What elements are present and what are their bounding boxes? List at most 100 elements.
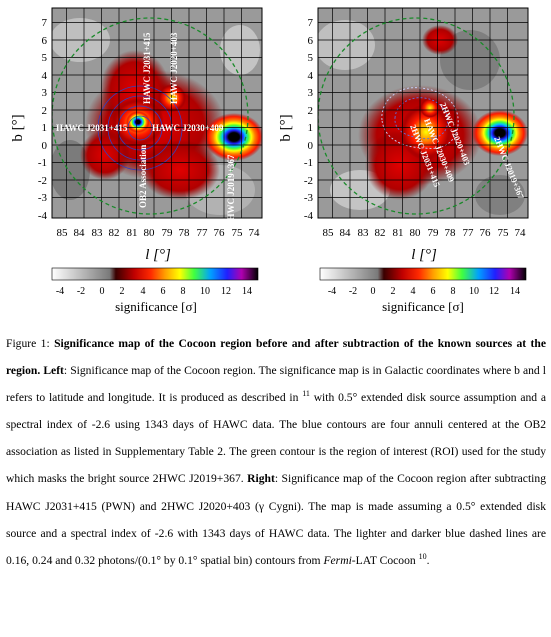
y-tick-label: 0 — [42, 140, 48, 152]
left-source-label: HAWC J2031+415 — [56, 123, 128, 133]
right-map: 2HWC J2020+403 HAWC J2030+409 2HWC J2031… — [278, 7, 529, 314]
x-tick-label: 78 — [179, 227, 191, 239]
left-blue-annulus — [117, 105, 163, 151]
caption-right-text: -LAT Cocoon — [351, 553, 416, 567]
x-tick-label: 79 — [428, 227, 440, 239]
x-tick-label: 84 — [340, 227, 352, 239]
x-tick-label: 85 — [57, 227, 69, 239]
colorbar-tick-label: 12 — [221, 286, 231, 297]
left-grid — [52, 8, 262, 218]
left-map-frame — [51, 7, 263, 219]
colorbar-tick-label: 8 — [181, 286, 186, 297]
caption-right-text: : Significance map of the Cocoon region … — [6, 472, 546, 567]
colorbar-tick-label: -4 — [328, 286, 336, 297]
y-tick-label: 6 — [42, 35, 48, 47]
y-tick-label: -4 — [38, 210, 48, 222]
caption-title: Significance map of the Cocoon region be… — [6, 337, 547, 378]
left-roi-contour — [52, 17, 249, 215]
x-tick-label: 74 — [249, 227, 261, 239]
y-tick-label: 5 — [308, 52, 314, 64]
y-tick-label: 1 — [308, 122, 314, 134]
left-emission-region — [140, 140, 220, 200]
y-tick-label: -2 — [38, 175, 47, 187]
x-tick-label: 77 — [463, 227, 475, 239]
right-fermi-contour — [394, 97, 448, 140]
y-tick-label: 4 — [42, 70, 48, 82]
left-colorbar-label: significance [σ] — [115, 299, 197, 314]
right-x-axis-label: l [°] — [411, 247, 437, 263]
colorbar-tick-label: 0 — [100, 286, 105, 297]
caption-left-text: : Significance map of the Cocoon region.… — [6, 364, 547, 405]
x-tick-label: 82 — [375, 227, 386, 239]
left-bright-source — [204, 113, 262, 161]
x-tick-label: 76 — [214, 227, 226, 239]
y-tick-label: 6 — [308, 35, 314, 47]
fermi-italic: Fermi — [323, 553, 352, 567]
x-tick-label: 83 — [92, 227, 104, 239]
y-tick-label: 0 — [308, 140, 314, 152]
x-tick-label: 81 — [393, 227, 404, 239]
left-colorbar — [51, 267, 259, 281]
colorbar-tick-label: 6 — [431, 286, 436, 297]
colorbar-tick-label: 4 — [141, 286, 146, 297]
right-fermi-contour — [381, 87, 459, 149]
right-gray-patch — [475, 175, 525, 215]
colorbar-tick-label: 14 — [510, 286, 520, 297]
y-tick-label: 3 — [308, 87, 314, 99]
x-tick-label: 74 — [515, 227, 527, 239]
x-tick-label: 78 — [445, 227, 457, 239]
colorbar-tick-label: 14 — [242, 286, 252, 297]
right-hotspot — [400, 104, 452, 160]
y-tick-label: -1 — [38, 157, 47, 169]
y-tick-label: 7 — [308, 17, 314, 29]
caption-end: . — [426, 553, 430, 567]
y-tick-label: -1 — [304, 157, 313, 169]
left-blue-annulus — [127, 115, 153, 141]
x-tick-label: 85 — [323, 227, 335, 239]
colorbar-tick-label: -2 — [349, 286, 357, 297]
left-source-label: HAWC J2020+403 — [169, 32, 179, 104]
y-tick-label: -4 — [304, 210, 314, 222]
left-y-axis-label: b [°] — [10, 114, 26, 141]
figure-number: Figure 1: — [6, 337, 50, 350]
left-x-ticks: 85 84 83 82 81 80 79 78 77 76 75 74 — [57, 227, 261, 239]
right-hotspot — [420, 98, 440, 118]
right-y-axis-label: b [°] — [278, 114, 294, 141]
colorbar-tick-label: 10 — [469, 286, 479, 297]
x-tick-label: 81 — [127, 227, 138, 239]
right-colorbar — [319, 267, 527, 281]
left-source-label: HAWC J2030+409 — [152, 123, 224, 133]
y-tick-label: -3 — [38, 192, 48, 204]
x-tick-label: 82 — [109, 227, 120, 239]
x-tick-label: 75 — [498, 227, 510, 239]
x-tick-label: 80 — [144, 227, 156, 239]
left-hotspot — [158, 84, 186, 112]
colorbar-tick-label: 4 — [411, 286, 416, 297]
x-tick-label: 76 — [480, 227, 492, 239]
right-roi-contour — [318, 17, 515, 215]
y-tick-label: 5 — [42, 52, 48, 64]
y-tick-label: -2 — [304, 175, 313, 187]
left-source-label: OB2 Association — [138, 145, 148, 208]
right-grid — [318, 8, 528, 218]
colorbar-tick-label: -4 — [56, 286, 64, 297]
x-tick-label: 84 — [74, 227, 86, 239]
colorbar-tick-label: -2 — [77, 286, 85, 297]
reference-superscript: 10 — [418, 551, 427, 561]
left-emission-region — [80, 130, 130, 180]
reference-superscript: 11 — [302, 389, 310, 399]
colorbar-tick-label: 6 — [161, 286, 166, 297]
y-tick-label: 4 — [308, 70, 314, 82]
right-x-ticks: 85 84 83 82 81 80 79 78 77 76 75 74 — [323, 227, 527, 239]
y-tick-label: 2 — [308, 105, 314, 117]
right-colorbar-ticks: -4 -2 0 2 4 6 8 10 12 14 — [328, 286, 520, 297]
colorbar-tick-label: 0 — [371, 286, 376, 297]
left-y-ticks: 7 6 5 4 3 2 1 0 -1 -2 -3 -4 — [38, 17, 48, 222]
right-bright-source — [472, 110, 528, 156]
x-tick-label: 75 — [232, 227, 244, 239]
right-gray-patch — [318, 20, 375, 70]
figure-caption: Figure 1: Significance map of the Cocoon… — [6, 330, 546, 574]
left-blue-annulus — [107, 95, 173, 161]
caption-left-label: Left — [43, 364, 64, 378]
left-map: HAWC J2031+415 HAWC J2020+403 HAWC J2031… — [10, 7, 263, 314]
